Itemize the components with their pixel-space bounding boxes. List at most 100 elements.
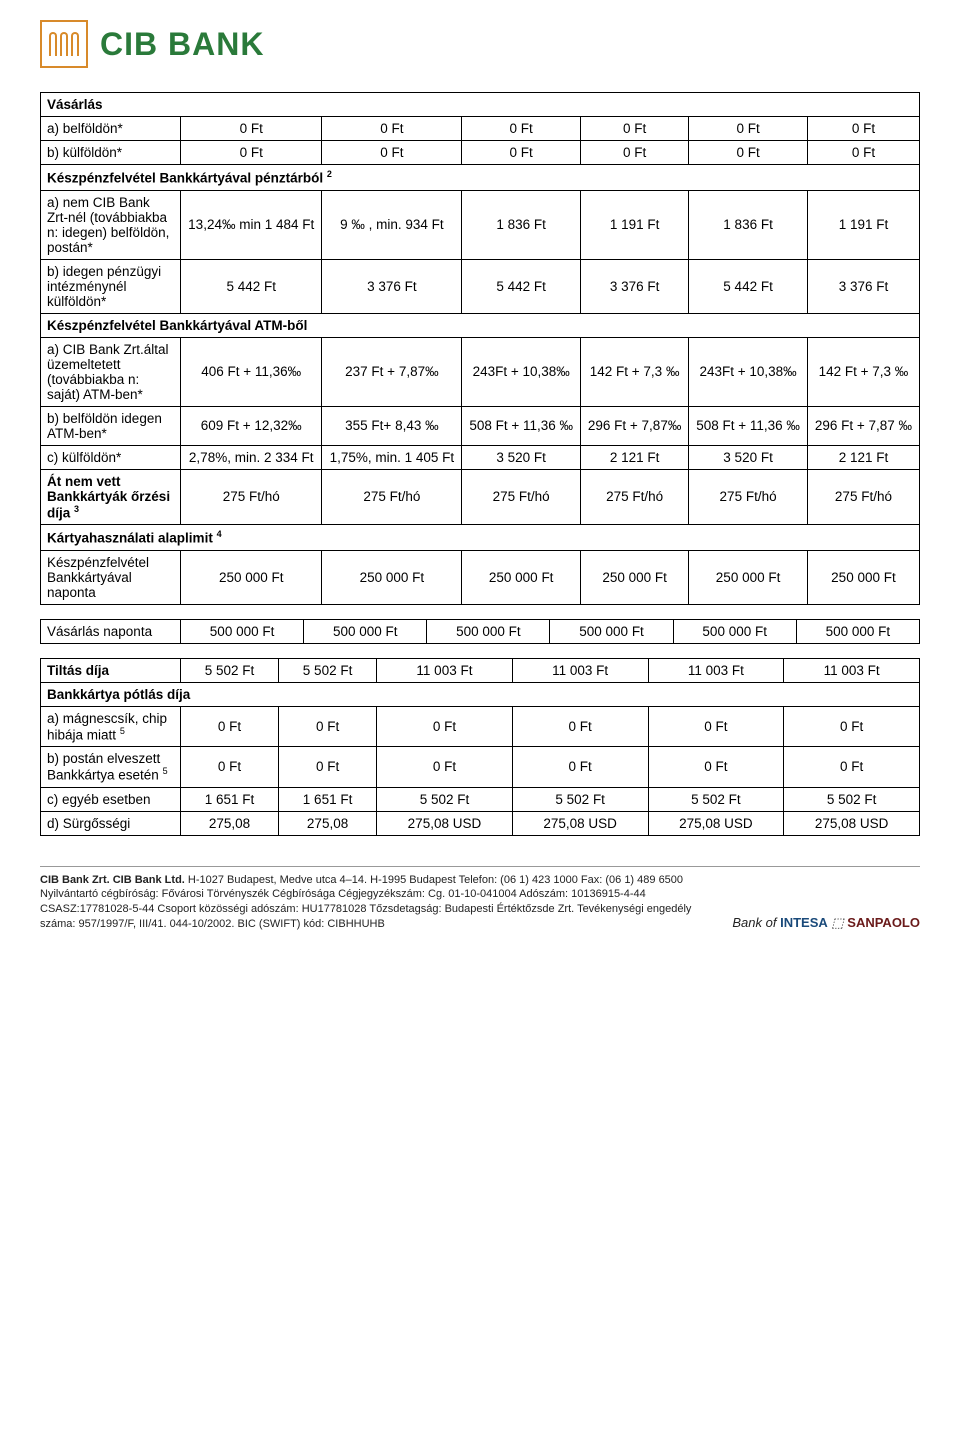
logo-icon bbox=[40, 20, 88, 68]
cell-label: Át nem vett Bankkártyák őrzési díja 3 bbox=[41, 469, 181, 525]
cell: 0 Ft bbox=[279, 747, 377, 788]
logo-separator: ⬚ bbox=[831, 915, 847, 930]
row-potlas-c: c) egyéb esetben 1 651 Ft 1 651 Ft 5 502… bbox=[41, 787, 920, 811]
cell: 142 Ft + 7,3 ‰ bbox=[807, 337, 919, 406]
fee-table-3: Tiltás díja 5 502 Ft 5 502 Ft 11 003 Ft … bbox=[40, 658, 920, 836]
cell: 500 000 Ft bbox=[796, 619, 919, 643]
cell: 0 Ft bbox=[322, 117, 462, 141]
cell: 5 502 Ft bbox=[181, 658, 279, 682]
cell: 0 Ft bbox=[648, 706, 784, 747]
section-vasarlas: Vásárlás bbox=[41, 93, 920, 117]
cell: 275 Ft/hó bbox=[807, 469, 919, 525]
row-orzesi: Át nem vett Bankkártyák őrzési díja 3 27… bbox=[41, 469, 920, 525]
cell: 250 000 Ft bbox=[581, 550, 689, 604]
cell-label: d) Sürgősségi bbox=[41, 811, 181, 835]
cell: 0 Ft bbox=[581, 141, 689, 165]
cell: 2,78%, min. 2 334 Ft bbox=[181, 445, 322, 469]
cell: 0 Ft bbox=[462, 117, 581, 141]
cell: 2 121 Ft bbox=[581, 445, 689, 469]
row-vasarlas-naponta: Vásárlás naponta 500 000 Ft 500 000 Ft 5… bbox=[41, 619, 920, 643]
cell: 1 651 Ft bbox=[279, 787, 377, 811]
cell: 1 651 Ft bbox=[181, 787, 279, 811]
footer-left: CIB Bank Zrt. CIB Bank Ltd. H-1027 Budap… bbox=[40, 873, 722, 932]
cell: 243Ft + 10,38‰ bbox=[689, 337, 808, 406]
cell: 0 Ft bbox=[784, 706, 920, 747]
cell: 275 Ft/hó bbox=[181, 469, 322, 525]
cell: 500 000 Ft bbox=[427, 619, 550, 643]
fee-table: Vásárlás a) belföldön* 0 Ft 0 Ft 0 Ft 0 … bbox=[40, 92, 920, 605]
cell: 250 000 Ft bbox=[689, 550, 808, 604]
cell: 5 502 Ft bbox=[648, 787, 784, 811]
cell: 275,08 bbox=[279, 811, 377, 835]
cell: 296 Ft + 7,87‰ bbox=[581, 406, 689, 445]
orzesi-label: Át nem vett Bankkártyák őrzési díja bbox=[47, 474, 170, 521]
cell: 1 191 Ft bbox=[807, 190, 919, 259]
section-penztar-label: Készpénzfelvétel Bankkártyával pénztárbó… bbox=[47, 171, 323, 186]
cell: 1 836 Ft bbox=[462, 190, 581, 259]
row-atm-c: c) külföldön* 2,78%, min. 2 334 Ft 1,75%… bbox=[41, 445, 920, 469]
footer-right: Bank of INTESA ⬚ SANPAOLO bbox=[722, 914, 920, 932]
cell: 11 003 Ft bbox=[377, 658, 513, 682]
footer-rest: H-1027 Budapest, Medve utca 4–14. H-1995… bbox=[185, 874, 683, 886]
cell-label: Vásárlás naponta bbox=[41, 619, 181, 643]
cell-label: a) nem CIB Bank Zrt-nél (továbbiakba n: … bbox=[41, 190, 181, 259]
cell: 11 003 Ft bbox=[784, 658, 920, 682]
cell: 3 520 Ft bbox=[462, 445, 581, 469]
cell: 0 Ft bbox=[512, 747, 648, 788]
cell: 250 000 Ft bbox=[181, 550, 322, 604]
cell: 5 442 Ft bbox=[181, 259, 322, 313]
cell: 355 Ft+ 8,43 ‰ bbox=[322, 406, 462, 445]
cell: 275,08 USD bbox=[512, 811, 648, 835]
cell-label: b) belföldön idegen ATM-ben* bbox=[41, 406, 181, 445]
cell: 0 Ft bbox=[462, 141, 581, 165]
cell: 0 Ft bbox=[784, 747, 920, 788]
row-potlas-d: d) Sürgősségi 275,08 275,08 275,08 USD 2… bbox=[41, 811, 920, 835]
sup: 5 bbox=[120, 726, 125, 736]
sup: 3 bbox=[74, 504, 79, 514]
row-potlas-b: b) postán elveszett Bankkártya esetén 5 … bbox=[41, 747, 920, 788]
cell-label: a) belföldön* bbox=[41, 117, 181, 141]
cell-label: b) külföldön* bbox=[41, 141, 181, 165]
page: CIB BANK Vásárlás a) belföldön* 0 Ft 0 F… bbox=[0, 0, 960, 942]
alaplimit-label: Kártyahasználati alaplimit bbox=[47, 531, 213, 546]
cell: 11 003 Ft bbox=[512, 658, 648, 682]
cell: 275,08 USD bbox=[377, 811, 513, 835]
footer-line-4: száma: 957/1997/F, III/41. 044-10/2002. … bbox=[40, 917, 722, 932]
cell: 275 Ft/hó bbox=[322, 469, 462, 525]
cell: 3 376 Ft bbox=[322, 259, 462, 313]
cell: 275,08 bbox=[181, 811, 279, 835]
cell: 0 Ft bbox=[377, 706, 513, 747]
cell: 275 Ft/hó bbox=[462, 469, 581, 525]
cell: 0 Ft bbox=[181, 747, 279, 788]
row-penztar-a: a) nem CIB Bank Zrt-nél (továbbiakba n: … bbox=[41, 190, 920, 259]
section-alaplimit: Kártyahasználati alaplimit 4 bbox=[41, 525, 920, 551]
cell: 275 Ft/hó bbox=[689, 469, 808, 525]
cell: 11 003 Ft bbox=[648, 658, 784, 682]
cell: 142 Ft + 7,3 ‰ bbox=[581, 337, 689, 406]
cell: 250 000 Ft bbox=[462, 550, 581, 604]
cell: 250 000 Ft bbox=[322, 550, 462, 604]
sanpaolo-logo-text: SANPAOLO bbox=[847, 915, 920, 930]
bank-of-text: Bank of bbox=[732, 915, 776, 930]
section-atm: Készpénzfelvétel Bankkártyával ATM-ből bbox=[41, 313, 920, 337]
footer-bold: CIB Bank Zrt. CIB Bank Ltd. bbox=[40, 874, 185, 886]
logo-arch bbox=[49, 32, 57, 56]
cell-label: b) postán elveszett Bankkártya esetén 5 bbox=[41, 747, 181, 788]
cell: 3 376 Ft bbox=[807, 259, 919, 313]
sup: 5 bbox=[163, 766, 168, 776]
sup: 2 bbox=[327, 169, 332, 179]
cell: 406 Ft + 11,36‰ bbox=[181, 337, 322, 406]
potlas-a-label: a) mágnescsík, chip hibája miatt bbox=[47, 711, 167, 743]
cell: 0 Ft bbox=[807, 117, 919, 141]
cell: 13,24‰ min 1 484 Ft bbox=[181, 190, 322, 259]
cell-label: Készpénzfelvétel Bankkártyával naponta bbox=[41, 550, 181, 604]
logo-arch bbox=[71, 32, 79, 56]
cell: 0 Ft bbox=[181, 117, 322, 141]
cell: 5 502 Ft bbox=[512, 787, 648, 811]
row-atm-a: a) CIB Bank Zrt.által üzemeltetett (tová… bbox=[41, 337, 920, 406]
cell: 500 000 Ft bbox=[304, 619, 427, 643]
cell: 0 Ft bbox=[648, 747, 784, 788]
footer: CIB Bank Zrt. CIB Bank Ltd. H-1027 Budap… bbox=[40, 866, 920, 932]
cell: 275,08 USD bbox=[784, 811, 920, 835]
cell: 0 Ft bbox=[279, 706, 377, 747]
